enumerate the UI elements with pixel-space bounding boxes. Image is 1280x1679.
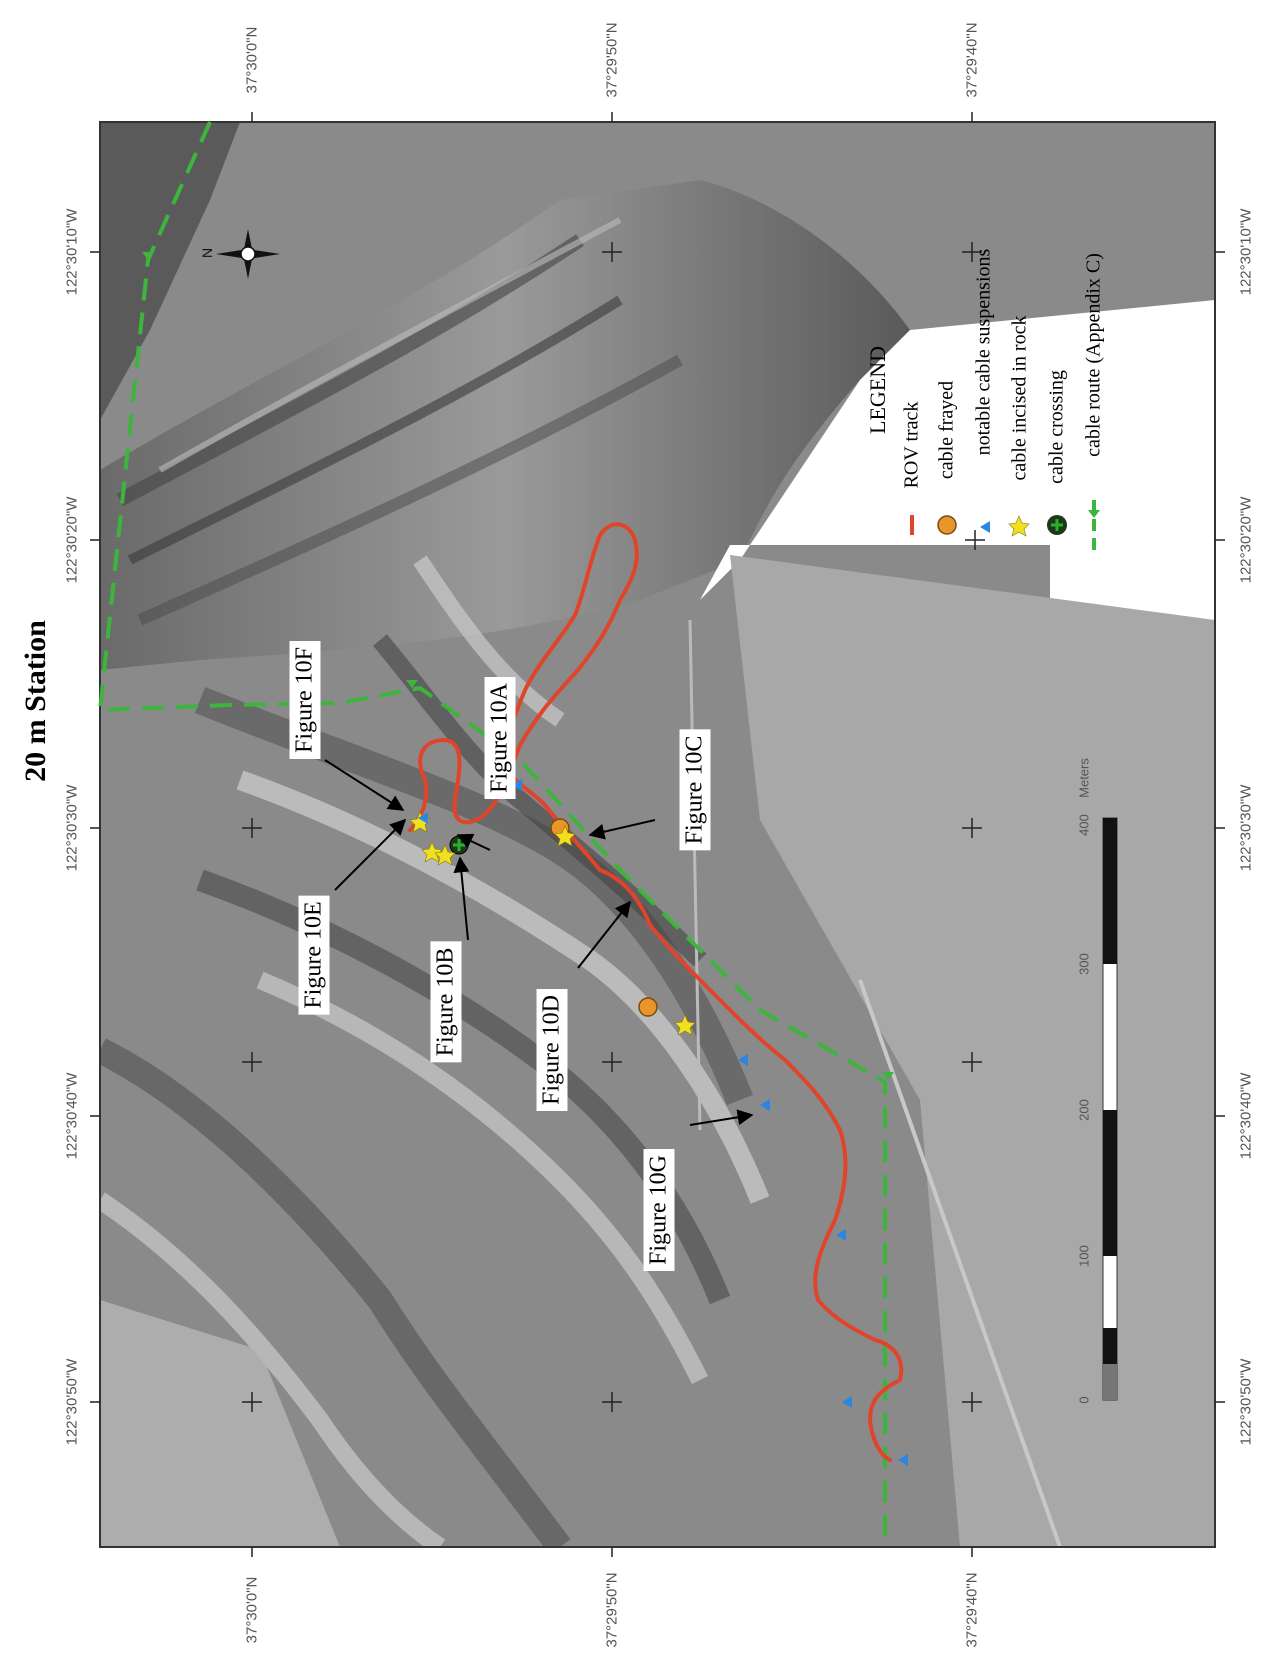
scale-bar-tick: 400	[1076, 814, 1092, 836]
cable-suspension-marker	[898, 1454, 908, 1466]
track-markers	[409, 779, 908, 1466]
figure-10f-callout: Figure 10F	[289, 640, 321, 760]
cable-suspension-marker	[418, 812, 428, 824]
legend-item-cable-route: cable route (Appendix C)	[1082, 253, 1105, 457]
lon-label-left: 122°30'30"W	[63, 784, 81, 872]
cable-suspension-marker	[512, 779, 522, 791]
figure-10d-callout: Figure 10D	[536, 989, 568, 1111]
lon-label-right: 122°30'40"W	[1237, 1072, 1255, 1160]
legend-cable-incised-symbol	[1008, 515, 1030, 537]
scale-bar-tick: 100	[1076, 1245, 1092, 1267]
lon-label-right: 122°30'50"W	[1237, 1358, 1255, 1446]
legend-item-cable-crossing: cable crossing	[1045, 370, 1068, 484]
cable-route	[97, 121, 894, 1547]
lon-label-left: 122°30'50"W	[63, 1358, 81, 1446]
cable-incised-marker	[674, 1014, 696, 1036]
lon-label-right: 122°30'20"W	[1237, 496, 1255, 584]
north-arrow-icon: N	[199, 229, 280, 279]
lon-label-left: 122°30'10"W	[63, 208, 81, 296]
legend-item-cable-frayed: cable frayed	[935, 380, 958, 480]
cable-suspension-marker	[836, 1229, 846, 1241]
rov-track	[408, 522, 904, 1462]
legend-item-cable-suspensions: notable cable suspensions	[972, 248, 995, 456]
map-frame	[99, 121, 1216, 1548]
cable-suspension-marker	[738, 1054, 748, 1066]
figure-10g-callout: Figure 10G	[643, 1149, 675, 1271]
figure-10e-callout: Figure 10E	[298, 895, 330, 1015]
figure-10a-callout: Figure 10A	[484, 677, 516, 799]
cable-incised-marker	[434, 844, 456, 866]
bathymetry-imagery	[100, 122, 1215, 1547]
cable-frayed-marker	[638, 997, 658, 1017]
lon-label-right: 122°30'30"W	[1237, 784, 1255, 872]
lat-label-top: 37°29'40"N	[963, 22, 981, 98]
figure-10c-callout: Figure 10C	[679, 729, 711, 851]
scale-bar-tick: 300	[1076, 953, 1092, 975]
lat-label-left: 37°30'0"N	[243, 1576, 261, 1644]
graticule	[90, 112, 1225, 1557]
lat-label-left: 37°29'50"N	[603, 1572, 621, 1648]
lat-label-top: 37°29'50"N	[603, 22, 621, 98]
figure-10b-callout: Figure 10B	[430, 941, 462, 1063]
legend-symbols	[910, 500, 1100, 550]
cable-incised-marker	[421, 841, 443, 863]
legend-item-cable-incised: cable incised in rock	[1008, 315, 1031, 481]
callout-arrows	[324, 759, 754, 1126]
cable-suspension-marker	[842, 1396, 852, 1408]
legend-title: LEGEND	[865, 346, 890, 434]
scale-bar	[1102, 817, 1118, 1401]
page-title: 20 m Station	[19, 620, 52, 782]
north-arrow-label: N	[199, 248, 215, 258]
lon-label-left: 122°30'40"W	[63, 1072, 81, 1160]
scale-bar-tick: 0	[1076, 1396, 1092, 1404]
lon-label-right: 122°30'10"W	[1237, 208, 1255, 296]
cable-suspension-marker	[760, 1099, 770, 1111]
legend-item-rov-track: ROV track	[900, 401, 923, 489]
cable-route-line	[97, 121, 887, 1547]
scale-bar-unit: Meters	[1076, 758, 1092, 798]
scale-bar-tick: 200	[1076, 1099, 1092, 1121]
lon-label-left: 122°30'20"W	[63, 496, 81, 584]
lat-label-top: 37°30'0"N	[243, 26, 261, 94]
cable-incised-marker	[554, 825, 576, 847]
lat-label-left: 37°29'40"N	[963, 1572, 981, 1648]
legend-cable-suspension-symbol	[980, 521, 990, 533]
legend-cable-frayed-symbol	[937, 515, 957, 535]
